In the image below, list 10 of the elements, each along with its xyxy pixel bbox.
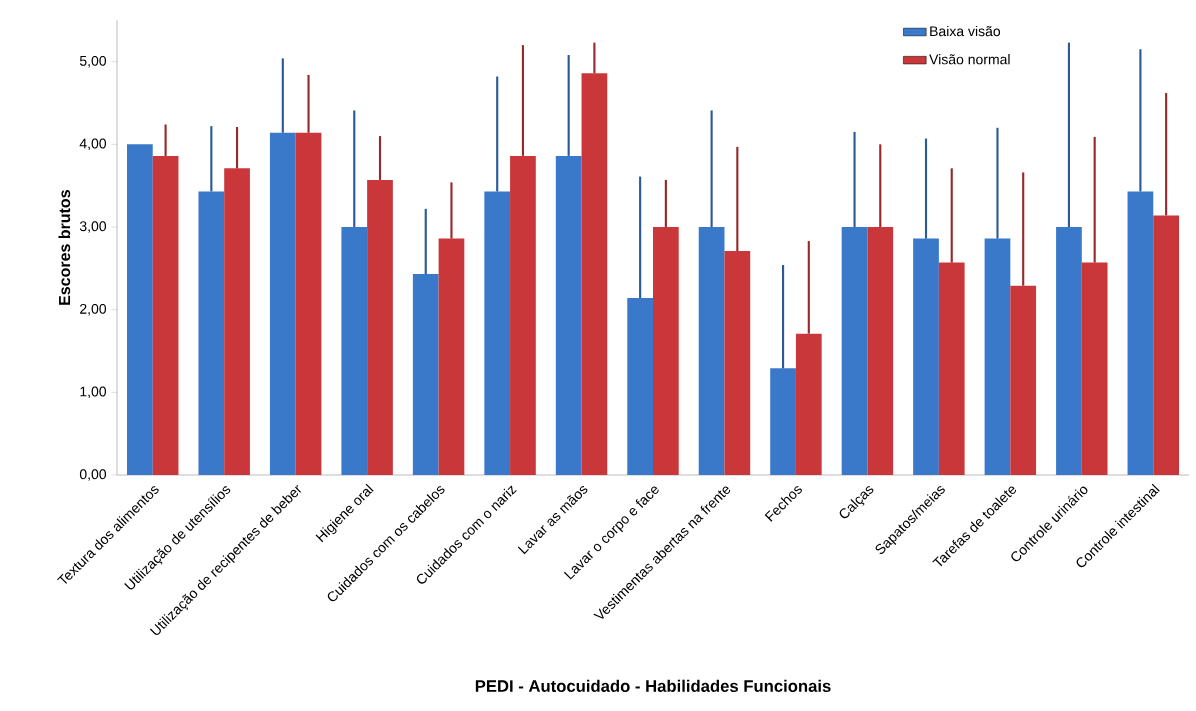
legend-label: Visão normal <box>929 54 1010 65</box>
x-axis-title: PEDI - Autocuidado - Habilidades Funcionais <box>475 679 831 692</box>
legend-label: Baixa visão <box>930 25 1001 37</box>
y-tick-label: 1,00 <box>80 386 107 399</box>
y-tick-label: 0,00 <box>79 469 107 481</box>
y-tick-label: 3,00 <box>79 221 107 233</box>
y-tick-label: 4,00 <box>79 138 107 151</box>
y-tick-label: 5,00 <box>79 55 107 68</box>
y-axis-title: Escores brutos <box>58 190 71 305</box>
y-tick-label: 2,00 <box>80 303 107 316</box>
